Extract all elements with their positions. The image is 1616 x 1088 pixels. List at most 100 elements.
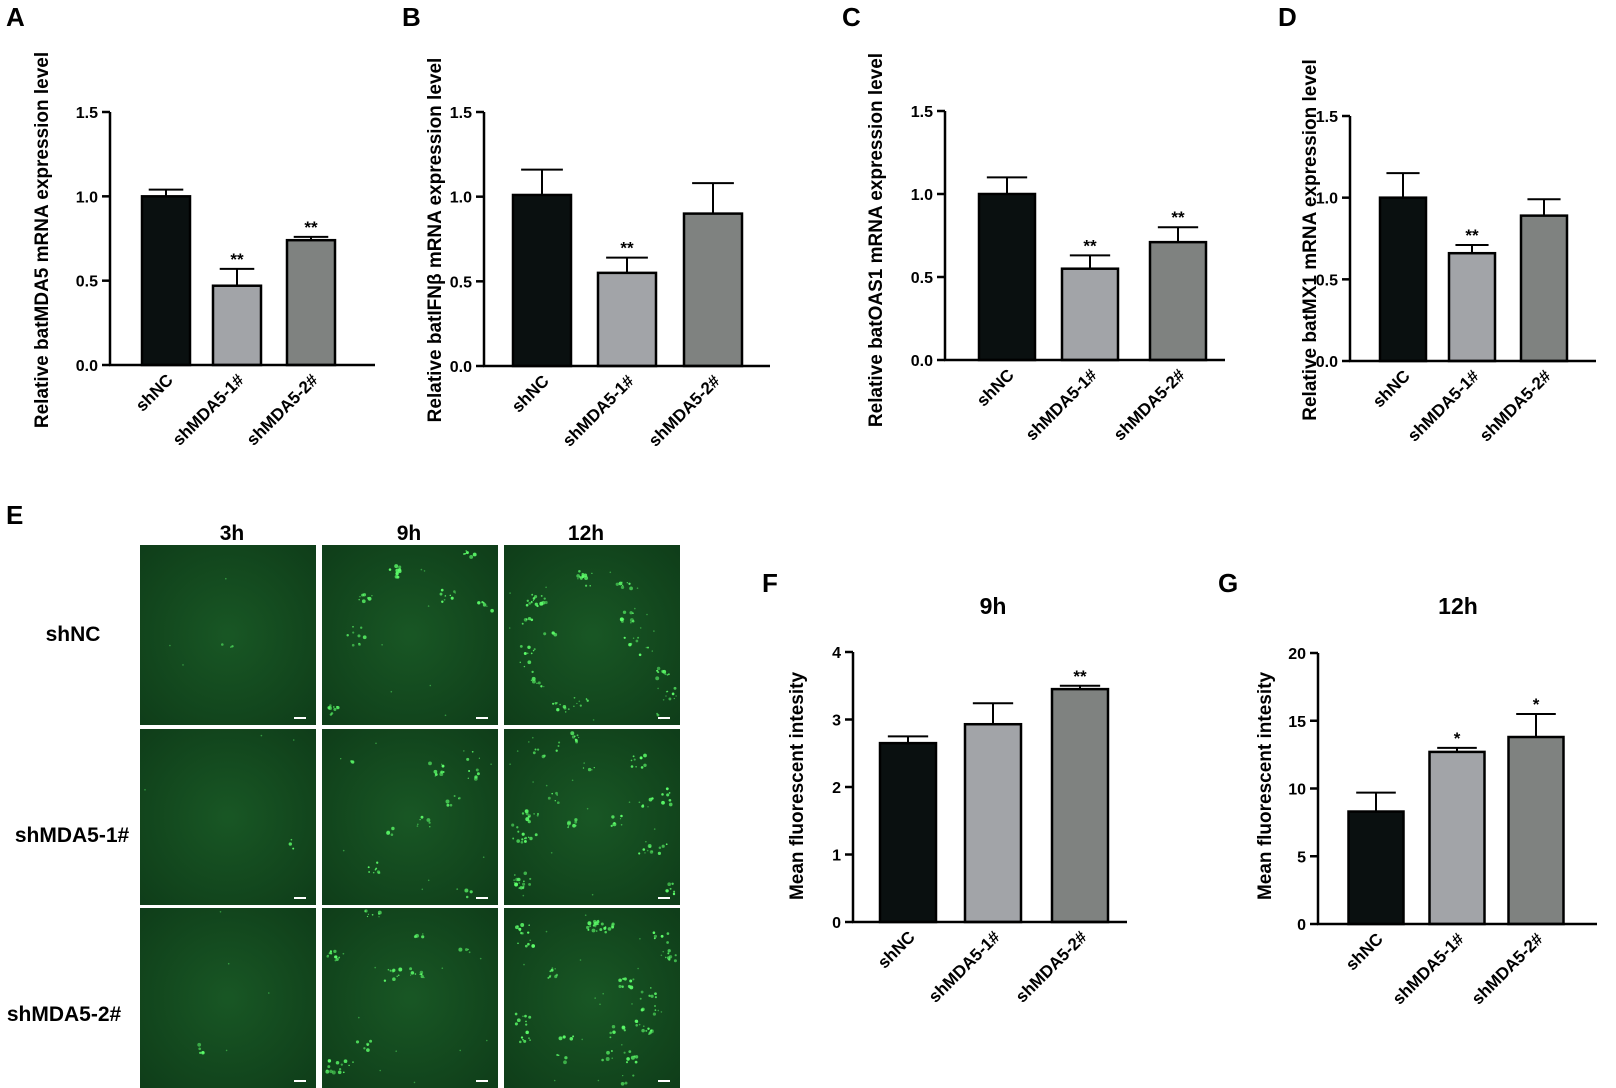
y-axis-title: Relative batIFNβ mRNA expression level <box>425 58 446 423</box>
fluorescent-spot <box>557 745 560 747</box>
fluorescent-spot <box>519 929 521 932</box>
category-label-2: shMDA5-1# <box>559 371 638 450</box>
fluorescent-spot <box>290 838 293 841</box>
y-axis-title: Relative batOAS1 mRNA expression level <box>866 53 887 427</box>
fluorescent-spot <box>582 767 585 769</box>
fluorescent-spot <box>358 598 360 601</box>
fluorescent-spot <box>665 843 668 846</box>
fluorescent-spot <box>656 666 661 671</box>
fluorescent-spot <box>620 814 623 818</box>
fluorescent-spot <box>611 1024 616 1029</box>
fluorescent-spot <box>639 627 642 629</box>
fluorescent-spot <box>668 958 671 961</box>
fluorescent-spot <box>543 754 546 758</box>
fluorescent-spot <box>453 795 456 797</box>
fluorescent-spot <box>369 1039 373 1043</box>
fluorescent-spot <box>552 702 555 705</box>
fluorescent-spot <box>605 1057 610 1061</box>
fluorescent-spot <box>562 1035 566 1039</box>
fluorescent-spot <box>657 851 661 855</box>
microscopy-grid: 3h 9h 12h shNC shMDA5-1# shMDA5-2# <box>7 522 680 1088</box>
chart-g: 12h Mean fluorescent intesity shNC * shMDA5-… <box>1255 593 1597 1008</box>
fluorescent-spot <box>514 883 518 887</box>
fluorescent-spot <box>632 637 635 639</box>
fluorescent-spot <box>458 797 460 800</box>
fluorescent-spot <box>632 1074 635 1077</box>
fluorescent-spot <box>626 582 628 584</box>
bar-3 <box>1507 735 1565 926</box>
fluorescent-spot <box>555 749 558 752</box>
fluorescent-spot <box>632 755 635 758</box>
fluorescent-spot <box>533 813 535 815</box>
fluorescent-spot <box>528 882 532 886</box>
fluorescent-spot <box>531 670 534 674</box>
y-axis-title: Mean fluorescent intesity <box>787 672 808 900</box>
fluorescent-spot <box>550 968 554 972</box>
fluorescent-spot <box>420 568 423 571</box>
fluorescent-spot <box>292 847 295 850</box>
bar-3 <box>1050 687 1110 924</box>
fluorescent-spot <box>657 687 659 690</box>
fluorescent-spot <box>576 734 579 737</box>
fluorescent-spot <box>427 605 430 607</box>
fluorescent-spot <box>551 967 554 969</box>
fluorescent-spot <box>567 826 570 829</box>
y-axis-title: Relative batMX1 mRNA expression level <box>1300 59 1321 421</box>
y-tick-label-2: 1.0 <box>1316 191 1338 208</box>
fluorescent-spot <box>618 581 623 586</box>
fluorescent-spot <box>557 1054 560 1057</box>
fluorescent-spot <box>381 644 383 646</box>
fluorescent-spot <box>444 595 447 597</box>
fluorescent-spot <box>528 1037 530 1040</box>
fluorescent-spot <box>521 838 524 841</box>
fluorescent-spot <box>551 631 555 635</box>
bar-1 <box>140 195 192 367</box>
bar-3 <box>1519 214 1569 363</box>
fluorescent-spot <box>647 646 649 649</box>
fluorescent-spot <box>587 928 590 931</box>
scale-bar <box>294 717 306 719</box>
fluorescent-spot <box>327 706 331 710</box>
fluorescent-spot <box>391 826 395 831</box>
fluorescent-spot <box>661 844 665 848</box>
fluorescent-spot <box>554 702 558 705</box>
fluorescent-spot <box>522 894 525 897</box>
fluorescent-spot <box>594 997 596 999</box>
fluorescent-spot <box>459 1049 462 1052</box>
fluorescent-spot <box>599 928 603 932</box>
fluorescent-spot <box>422 933 424 935</box>
fluorescent-spot <box>673 686 677 690</box>
fluorescent-spot <box>545 784 548 787</box>
fluorescent-spot <box>574 818 578 822</box>
significance-label-3: * <box>1533 695 1540 714</box>
fluorescent-spot <box>525 1020 527 1023</box>
fluorescent-spot <box>585 698 588 700</box>
fluorescent-spot <box>515 925 519 930</box>
fluorescent-spot <box>466 757 470 761</box>
fluorescent-spot <box>536 812 540 816</box>
fluorescent-spot <box>572 1035 575 1038</box>
fluorescent-spot <box>441 764 445 768</box>
fluorescent-spot <box>589 584 591 587</box>
fluorescent-spot <box>413 935 417 939</box>
fluorescent-spot <box>626 1057 630 1061</box>
fluorescent-spot <box>651 850 653 852</box>
category-label-3: shMDA5-2# <box>1110 365 1189 444</box>
fluorescent-spot <box>564 711 567 713</box>
fluorescent-spot <box>610 824 613 828</box>
fluorescent-spot <box>523 880 525 882</box>
fluorescent-spot <box>622 610 627 614</box>
fluorescent-spot <box>428 761 432 766</box>
chart-a: Relative batMDA5 mRNA expression level sh… <box>32 52 375 449</box>
fluorescent-spot <box>634 1055 639 1059</box>
fluorescent-spot <box>589 925 591 927</box>
micro-row-label-shnc: shNC <box>46 623 101 646</box>
fluorescent-spot <box>645 1029 648 1032</box>
chart-f: 9h Mean fluorescent intesity shNC shMDA5-1#… <box>787 593 1127 1006</box>
fluorescent-spot <box>357 634 361 638</box>
y-tick-label-3: 1.5 <box>76 105 98 122</box>
fluorescent-spot <box>458 947 463 952</box>
fluorescent-spot <box>528 924 530 926</box>
fluorescent-spot <box>467 948 469 951</box>
fluorescent-spot <box>641 1007 645 1012</box>
